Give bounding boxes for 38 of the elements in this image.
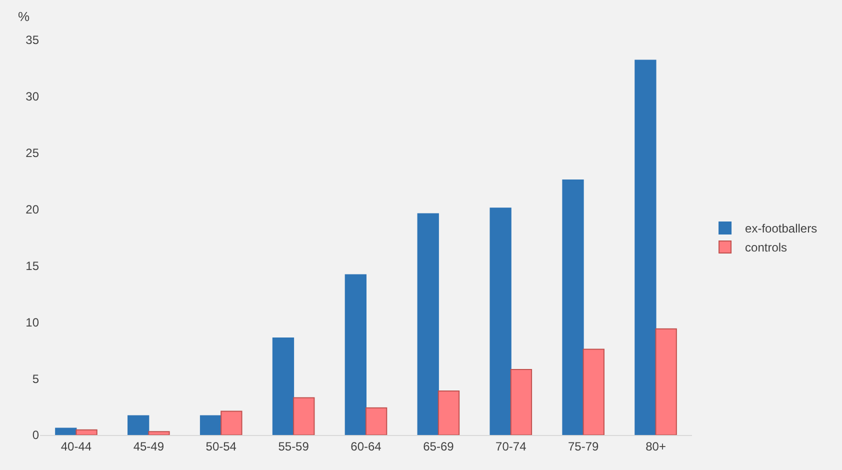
y-tick-label: 10 — [26, 315, 40, 330]
x-tick-label: 65-69 — [423, 439, 454, 454]
bar — [76, 429, 98, 435]
bar — [634, 60, 656, 435]
y-tick-label: 35 — [26, 33, 40, 48]
y-tick-label: 20 — [26, 202, 40, 216]
bar — [438, 390, 460, 435]
y-axis-title: % — [18, 9, 30, 24]
bar — [366, 407, 388, 435]
bar — [128, 415, 150, 435]
legend-label: ex-footballers — [745, 222, 818, 236]
y-tick-label: 0 — [32, 428, 40, 442]
y-tick-label: 5 — [32, 372, 40, 386]
bar — [490, 208, 512, 435]
bar — [562, 179, 584, 435]
y-tick-label: 30 — [26, 90, 40, 104]
y-tick-label: 15 — [26, 258, 40, 273]
bar — [417, 213, 439, 435]
x-tick-label: 55-59 — [278, 439, 310, 454]
bar — [293, 397, 315, 435]
bar — [200, 415, 222, 435]
bar — [344, 274, 366, 435]
x-tick-label: 40-44 — [60, 439, 92, 454]
x-tick-label: 60-64 — [350, 439, 382, 454]
bar — [655, 328, 677, 435]
bar — [272, 337, 294, 435]
x-tick-label: 50-54 — [206, 439, 237, 454]
legend-label: controls — [745, 240, 788, 255]
bar — [582, 348, 604, 435]
bar — [55, 428, 77, 435]
x-tick-label: 75-79 — [568, 439, 599, 454]
x-tick-label: 80+ — [646, 439, 666, 454]
bar — [510, 369, 532, 435]
bar — [148, 431, 170, 435]
y-tick-label: 25 — [26, 146, 40, 160]
bar — [220, 410, 242, 435]
x-tick-label: 45-49 — [133, 439, 164, 454]
x-tick-label: 70-74 — [496, 439, 527, 454]
